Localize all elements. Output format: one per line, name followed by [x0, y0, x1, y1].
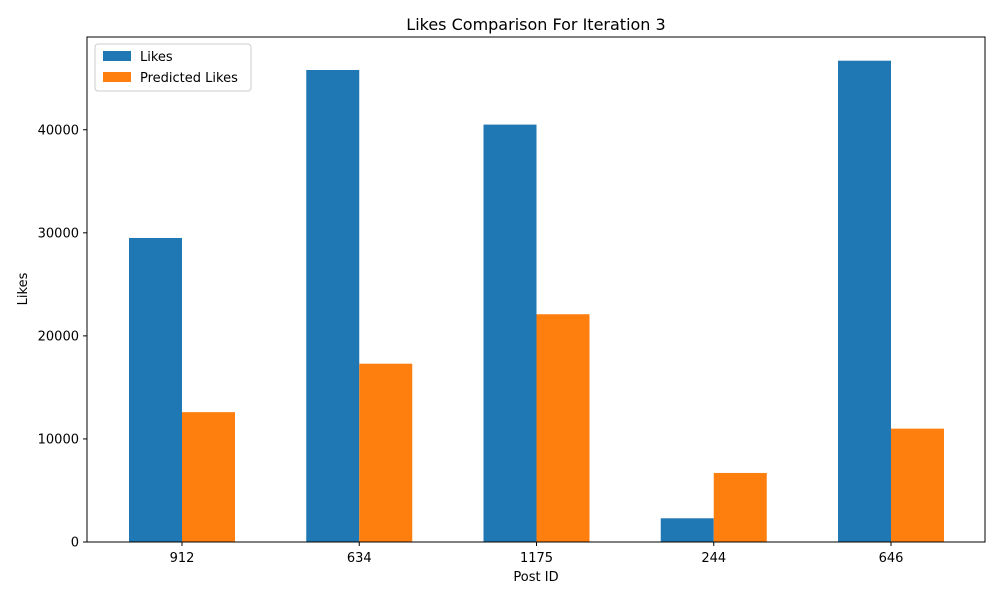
x-tick-label-646: 646 — [879, 551, 904, 566]
y-tick-label-0: 0 — [71, 536, 79, 551]
y-tick-label-10000: 10000 — [38, 432, 79, 447]
y-axis-ticks: 0 10000 20000 30000 40000 — [38, 123, 87, 551]
plot-frame — [86, 36, 986, 543]
x-tick-label-1175: 1175 — [520, 551, 553, 566]
legend-swatch-likes — [103, 51, 131, 61]
bar-likes-244 — [660, 518, 714, 542]
x-axis-ticks: 912 634 1175 244 646 — [170, 542, 904, 566]
chart-title: Likes Comparison For Iteration 3 — [406, 15, 665, 34]
x-axis-label: Post ID — [513, 570, 558, 585]
y-tick-label-40000: 40000 — [38, 123, 79, 138]
y-tick-label-30000: 30000 — [38, 226, 79, 241]
y-axis-label: Likes — [16, 272, 31, 305]
y-tick-label-20000: 20000 — [38, 329, 79, 344]
bar-predicted-likes-634 — [359, 363, 413, 542]
x-tick-label-912: 912 — [170, 551, 195, 566]
bar-likes-912 — [129, 237, 182, 542]
bars-group — [129, 60, 944, 543]
bar-likes-634 — [306, 69, 360, 543]
x-tick-label-634: 634 — [347, 551, 372, 566]
bar-predicted-likes-912 — [182, 412, 235, 542]
legend-box — [94, 43, 252, 92]
bar-likes-646 — [838, 60, 891, 543]
bar-predicted-likes-1175 — [536, 314, 590, 542]
x-tick-label-244: 244 — [701, 551, 726, 566]
legend-label-predicted-likes: Predicted Likes — [140, 71, 238, 86]
bar-likes-1175 — [483, 124, 537, 542]
bar-predicted-likes-646 — [891, 428, 944, 542]
legend-swatch-predicted-likes — [103, 72, 131, 82]
legend-label-likes: Likes — [140, 50, 173, 65]
bar-predicted-likes-244 — [713, 472, 767, 542]
legend: Likes Predicted Likes — [94, 43, 252, 92]
